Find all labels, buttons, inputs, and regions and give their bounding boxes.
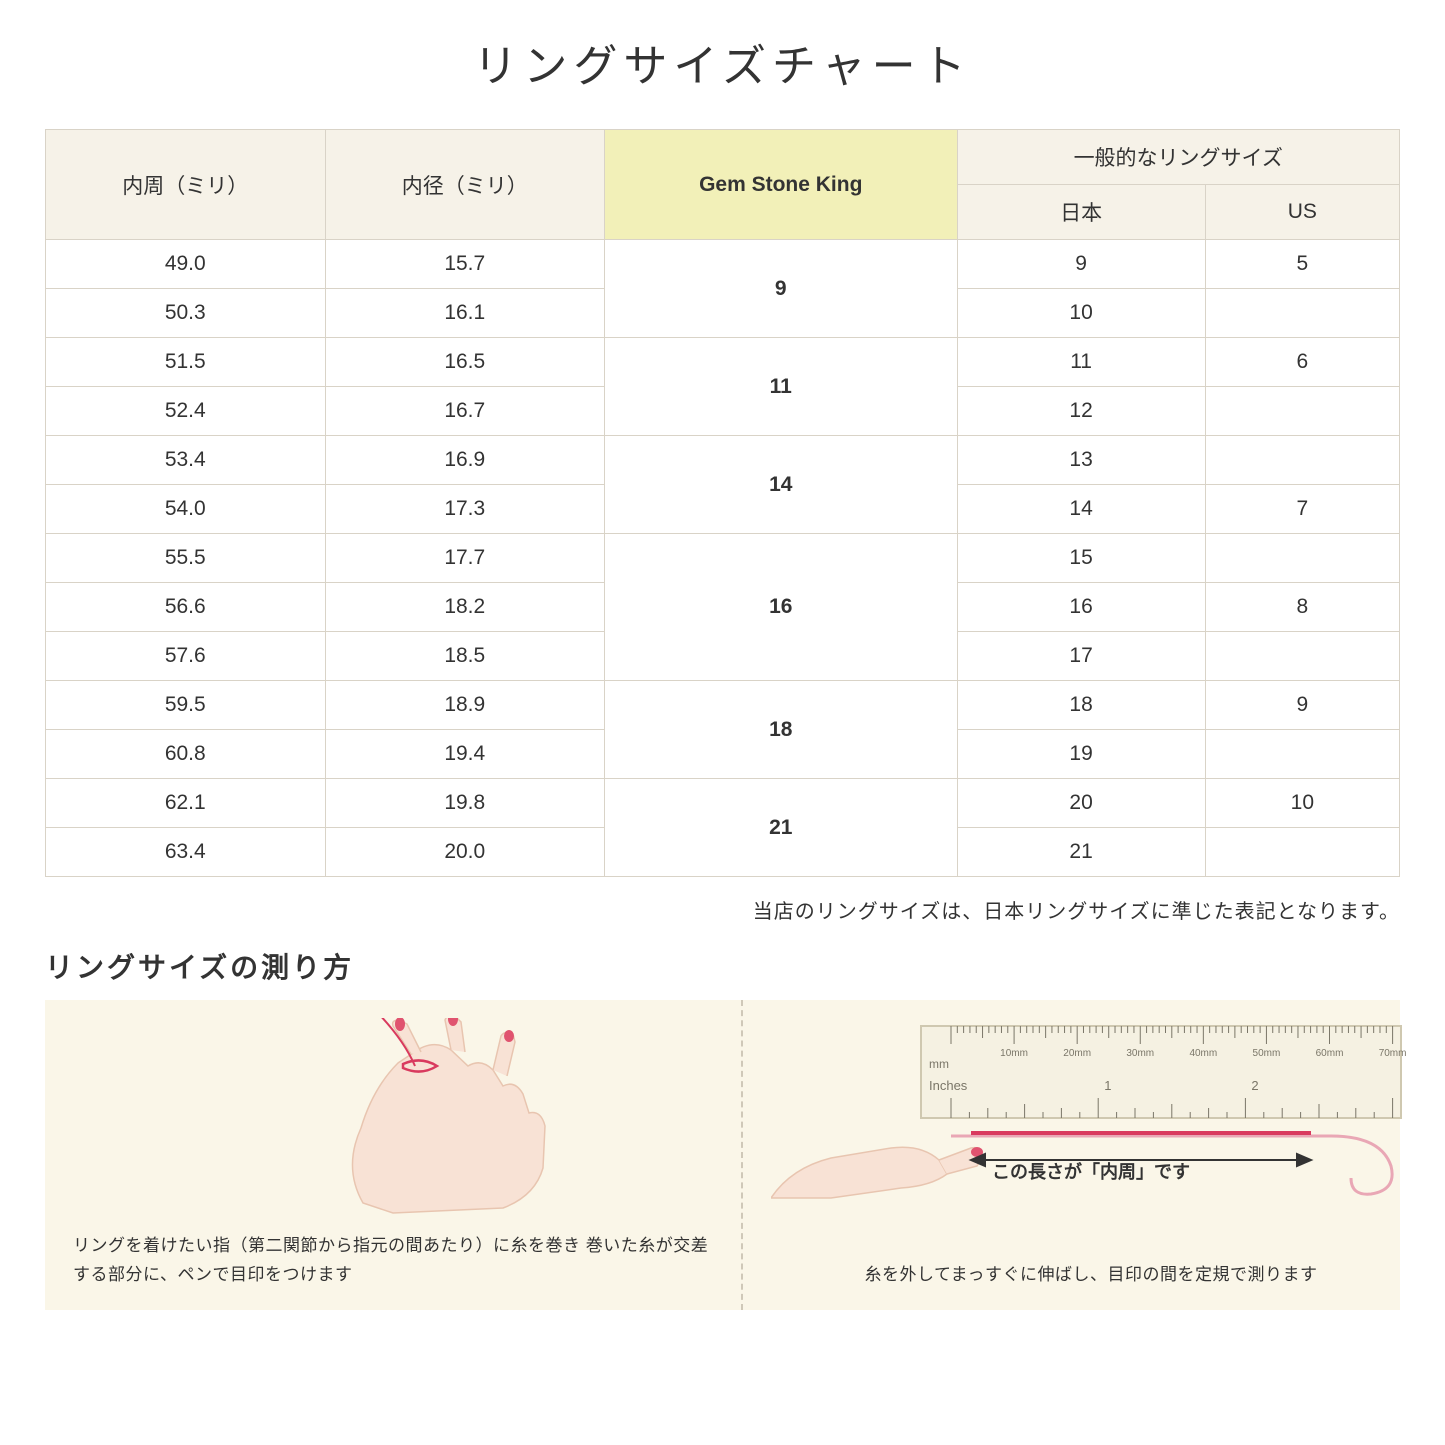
howto-panels: リングを着けたい指（第二関節から指元の間あたり）に糸を巻き 巻いた糸が交差する部… (45, 1000, 1400, 1310)
th-us: US (1205, 185, 1399, 240)
cell-diameter: 20.0 (325, 828, 605, 877)
cell-circumference: 51.5 (46, 338, 326, 387)
howto-panel-left: リングを着けたい指（第二関節から指元の間あたり）に糸を巻き 巻いた糸が交差する部… (45, 1000, 741, 1310)
cell-gsk: 16 (605, 534, 958, 681)
cell-circumference: 57.6 (46, 632, 326, 681)
cell-circumference: 52.4 (46, 387, 326, 436)
cell-circumference: 60.8 (46, 730, 326, 779)
cell-us: 6 (1205, 338, 1399, 387)
cell-diameter: 16.5 (325, 338, 605, 387)
svg-text:20mm: 20mm (1063, 1048, 1091, 1059)
cell-japan: 9 (957, 240, 1205, 289)
right-caption: 糸を外してまっすぐに伸ばし、目印の間を定規で測ります (771, 1261, 1411, 1290)
th-diameter: 内径（ミリ） (325, 130, 605, 240)
svg-text:30mm: 30mm (1126, 1048, 1154, 1059)
cell-japan: 12 (957, 387, 1205, 436)
cell-us: 9 (1205, 681, 1399, 730)
cell-us: 7 (1205, 485, 1399, 534)
cell-japan: 10 (957, 289, 1205, 338)
cell-gsk: 11 (605, 338, 958, 436)
cell-diameter: 17.3 (325, 485, 605, 534)
table-row: 51.516.511116 (46, 338, 1400, 387)
table-row: 53.416.91413 (46, 436, 1400, 485)
cell-japan: 17 (957, 632, 1205, 681)
cell-us: 8 (1205, 583, 1399, 632)
cell-circumference: 63.4 (46, 828, 326, 877)
cell-us (1205, 730, 1399, 779)
howto-title: リングサイズの測り方 (45, 946, 1400, 986)
cell-circumference: 50.3 (46, 289, 326, 338)
cell-japan: 21 (957, 828, 1205, 877)
ruler-measurement-label: この長さが「内周」です (743, 1158, 1439, 1184)
cell-us (1205, 632, 1399, 681)
cell-japan: 11 (957, 338, 1205, 387)
cell-us: 5 (1205, 240, 1399, 289)
cell-diameter: 16.1 (325, 289, 605, 338)
th-gsk: Gem Stone King (605, 130, 958, 240)
table-note: 当店のリングサイズは、日本リングサイズに準じた表記となります。 (45, 895, 1400, 924)
cell-diameter: 19.8 (325, 779, 605, 828)
svg-text:1: 1 (1104, 1078, 1111, 1093)
cell-japan: 19 (957, 730, 1205, 779)
hand-wrap-illustration (73, 1018, 713, 1218)
cell-gsk: 9 (605, 240, 958, 338)
ruler-illustration: 10mm 20mm 30mm 40mm 50mm 60mm 70mm mm Inches 1 2 (771, 1018, 1411, 1228)
table-row: 55.517.71615 (46, 534, 1400, 583)
cell-circumference: 56.6 (46, 583, 326, 632)
table-row: 59.518.918189 (46, 681, 1400, 730)
svg-text:Inches: Inches (929, 1078, 968, 1093)
cell-diameter: 16.7 (325, 387, 605, 436)
cell-japan: 18 (957, 681, 1205, 730)
cell-circumference: 62.1 (46, 779, 326, 828)
page-title: リングサイズチャート (45, 30, 1400, 94)
cell-japan: 16 (957, 583, 1205, 632)
th-general: 一般的なリングサイズ (957, 130, 1399, 185)
svg-text:mm: mm (929, 1057, 949, 1071)
th-japan: 日本 (957, 185, 1205, 240)
cell-diameter: 19.4 (325, 730, 605, 779)
cell-circumference: 49.0 (46, 240, 326, 289)
cell-circumference: 55.5 (46, 534, 326, 583)
svg-text:60mm: 60mm (1316, 1048, 1344, 1059)
cell-diameter: 18.9 (325, 681, 605, 730)
svg-text:50mm: 50mm (1253, 1048, 1281, 1059)
cell-circumference: 53.4 (46, 436, 326, 485)
cell-japan: 20 (957, 779, 1205, 828)
cell-us (1205, 436, 1399, 485)
cell-us (1205, 534, 1399, 583)
ring-size-table: 内周（ミリ） 内径（ミリ） Gem Stone King 一般的なリングサイズ … (45, 129, 1400, 877)
svg-text:70mm: 70mm (1379, 1048, 1407, 1059)
cell-circumference: 54.0 (46, 485, 326, 534)
cell-us: 10 (1205, 779, 1399, 828)
howto-panel-right: 10mm 20mm 30mm 40mm 50mm 60mm 70mm mm Inches 1 2 こ… (743, 1000, 1439, 1310)
cell-us (1205, 828, 1399, 877)
cell-diameter: 18.5 (325, 632, 605, 681)
left-caption: リングを着けたい指（第二関節から指元の間あたり）に糸を巻き 巻いた糸が交差する部… (73, 1232, 713, 1290)
cell-diameter: 17.7 (325, 534, 605, 583)
cell-japan: 14 (957, 485, 1205, 534)
table-row: 62.119.8212010 (46, 779, 1400, 828)
cell-diameter: 16.9 (325, 436, 605, 485)
svg-text:10mm: 10mm (1000, 1048, 1028, 1059)
cell-gsk: 14 (605, 436, 958, 534)
th-circumference: 内周（ミリ） (46, 130, 326, 240)
cell-japan: 15 (957, 534, 1205, 583)
cell-japan: 13 (957, 436, 1205, 485)
cell-us (1205, 387, 1399, 436)
svg-text:2: 2 (1251, 1078, 1258, 1093)
cell-diameter: 18.2 (325, 583, 605, 632)
cell-gsk: 18 (605, 681, 958, 779)
cell-gsk: 21 (605, 779, 958, 877)
cell-diameter: 15.7 (325, 240, 605, 289)
cell-circumference: 59.5 (46, 681, 326, 730)
svg-text:40mm: 40mm (1189, 1048, 1217, 1059)
table-row: 49.015.7995 (46, 240, 1400, 289)
cell-us (1205, 289, 1399, 338)
